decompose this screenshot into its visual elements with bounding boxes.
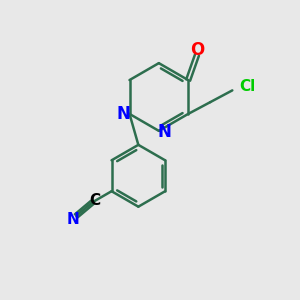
Text: N: N [66,212,79,227]
Text: C: C [89,193,100,208]
Text: N: N [116,105,130,123]
Text: Cl: Cl [239,79,255,94]
Text: N: N [157,123,171,141]
Text: O: O [190,41,204,59]
